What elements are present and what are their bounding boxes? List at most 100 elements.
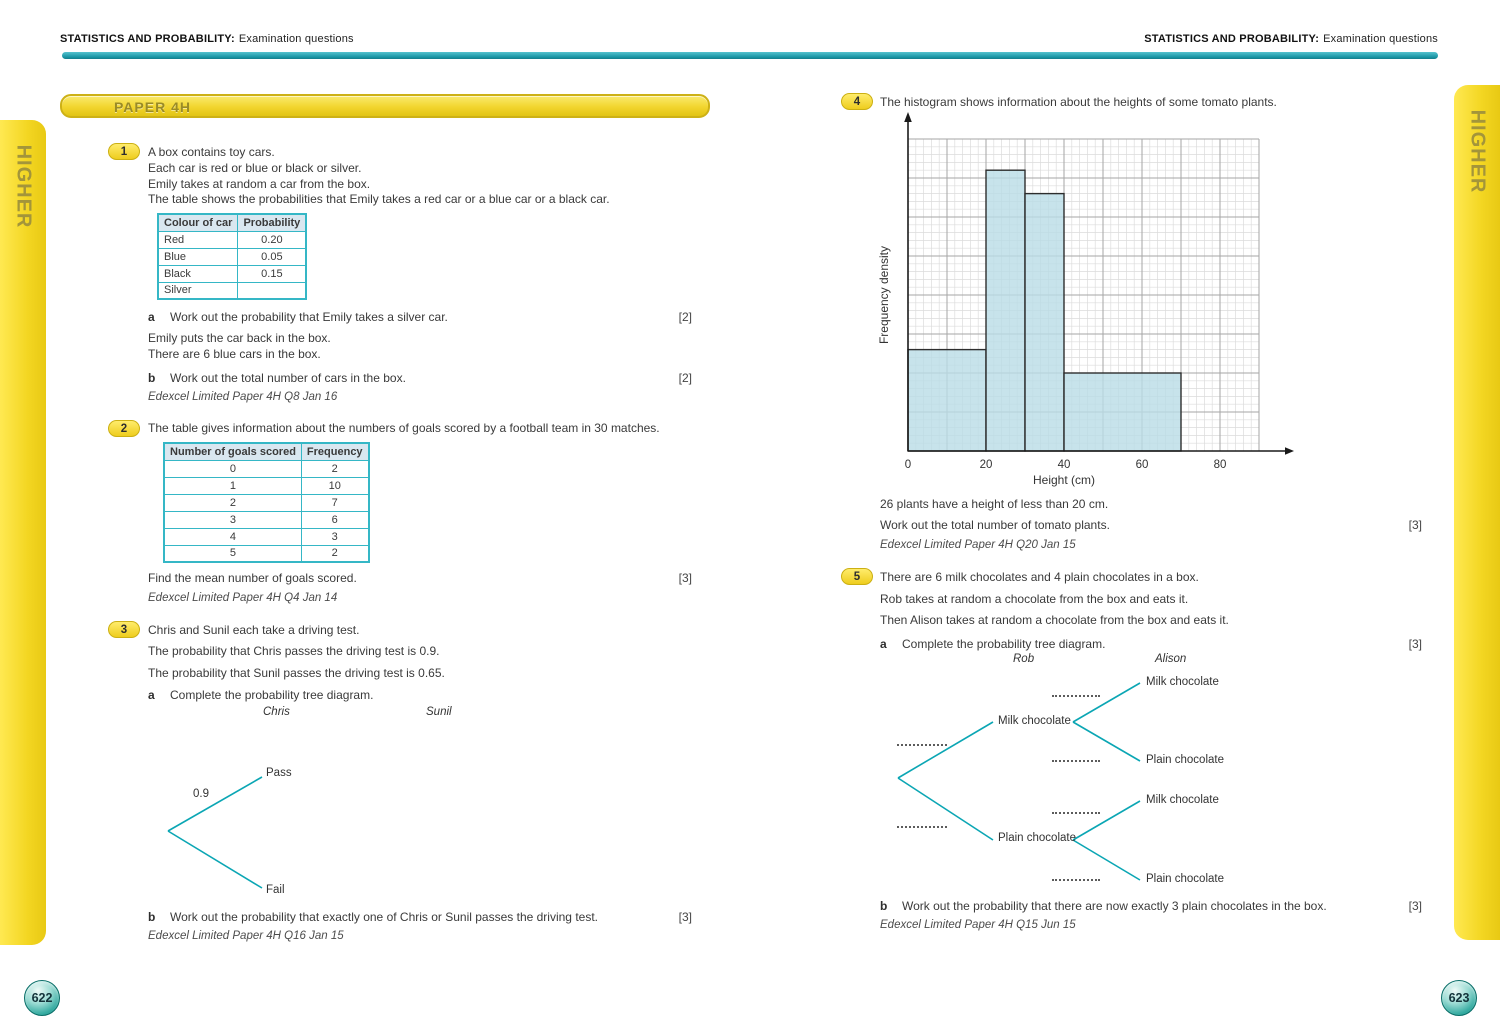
tree-branch-line (897, 777, 994, 841)
q1-cell-probability (237, 281, 307, 300)
table-row: 2 7 (163, 493, 370, 512)
q2-cell-goals: 1 (163, 476, 302, 495)
q3-tree-branch-pass: Pass (266, 767, 292, 779)
q5-part-b-marks: [3] (1408, 899, 1422, 913)
probability-placeholder-dots (897, 744, 947, 746)
question-2-badge: 2 (108, 420, 140, 437)
paper-banner-title: PAPER 4H (114, 99, 191, 115)
q5-source: Edexcel Limited Paper 4H Q15 Jun 15 (880, 919, 1076, 931)
q3-line-2: The probability that Chris passes the dr… (148, 644, 440, 658)
q2-cell-goals: 4 (163, 527, 302, 546)
q2-source: Edexcel Limited Paper 4H Q4 Jan 14 (148, 592, 338, 604)
teal-rule (62, 52, 1438, 59)
q3-part-a-letter: a (148, 688, 155, 702)
q5-part-a-letter: a (880, 637, 887, 651)
q2-task-marks: [3] (678, 571, 692, 585)
q3-part-a-text: Complete the probability tree diagram. (170, 688, 374, 702)
q2-cell-goals: 0 (163, 459, 302, 478)
q5-tree-diagram (897, 682, 1141, 881)
q5-tree-l2-plain-milk: Milk chocolate (1146, 794, 1219, 806)
q2-cell-goals: 3 (163, 510, 302, 529)
svg-text:80: 80 (1214, 459, 1227, 471)
q3-tree-prob-pass: 0.9 (193, 788, 209, 800)
q2-cell-frequency: 7 (300, 493, 370, 512)
q5-tree-l1-milk: Milk chocolate (998, 715, 1071, 727)
q1-line-1: A box contains toy cars. (148, 145, 275, 159)
q1-cell-colour: Red (157, 230, 239, 249)
q4-task: Work out the total number of tomato plan… (880, 518, 1110, 532)
running-header-right-rest: Examination questions (1323, 33, 1438, 45)
q2-intro: The table gives information about the nu… (148, 421, 660, 435)
q1-table-header-colour: Colour of car (157, 213, 239, 232)
q5-part-b-text: Work out the probability that there are … (902, 899, 1327, 913)
q5-tree-l2-plain-plain: Plain chocolate (1146, 873, 1224, 885)
svg-text:20: 20 (980, 459, 993, 471)
q1-line-4: The table shows the probabilities that E… (148, 192, 610, 206)
tree-branch-line (897, 721, 994, 779)
table-row: 0 2 (163, 459, 370, 478)
q4-note: 26 plants have a height of less than 20 … (880, 497, 1109, 511)
tree-branch-line (1072, 721, 1141, 762)
q5-part-a-marks: [3] (1408, 637, 1422, 651)
svg-text:60: 60 (1136, 459, 1149, 471)
tomato-heights-histogram: 0 20 40 60 80 Height (cm) Frequency density (877, 112, 1294, 487)
question-1-number: 1 (120, 145, 128, 158)
higher-tab-right-label: HIGHER (1466, 109, 1489, 194)
q3-line-1: Chris and Sunil each take a driving test… (148, 623, 360, 637)
q1-cell-probability: 0.20 (237, 230, 307, 249)
q1-part-a-text: Work out the probability that Emily take… (170, 310, 448, 324)
q1-table-header-probability: Probability (237, 213, 307, 232)
q5-tree-column-alison: Alison (1155, 653, 1187, 665)
svg-text:0: 0 (905, 459, 911, 471)
q5-part-a-text: Complete the probability tree diagram. (902, 637, 1106, 651)
table-row: Silver (157, 281, 307, 300)
tree-branch-line (167, 776, 263, 832)
svg-text:Frequency density: Frequency density (877, 246, 891, 344)
page-number-left: 622 (24, 980, 60, 1016)
q2-cell-frequency: 3 (300, 527, 370, 546)
question-3-badge: 3 (108, 621, 140, 638)
q1-probability-table: Colour of car Probability Red 0.20 Blue … (157, 213, 308, 300)
q1-cell-colour: Blue (157, 247, 239, 266)
q1-cell-colour: Silver (157, 281, 239, 300)
q1-part-a-marks: [2] (678, 310, 692, 324)
table-row: Blue 0.05 (157, 247, 307, 266)
svg-text:40: 40 (1058, 459, 1071, 471)
q2-cell-frequency: 6 (300, 510, 370, 529)
q3-part-b-marks: [3] (678, 910, 692, 924)
higher-tab-right: HIGHER (1454, 85, 1500, 940)
question-3-number: 3 (120, 623, 128, 636)
q5-tree-column-rob: Rob (1013, 653, 1035, 665)
page-number-right: 623 (1441, 980, 1477, 1016)
q2-frequency-table: Number of goals scored Frequency 0 2 1 1… (163, 442, 370, 563)
q4-intro: The histogram shows information about th… (880, 95, 1277, 109)
question-1-badge: 1 (108, 143, 140, 160)
table-row: 1 10 (163, 476, 370, 495)
q3-tree-column-sunil: Sunil (426, 706, 452, 718)
probability-placeholder-dots (1052, 695, 1100, 697)
q1-mid-line-1: Emily puts the car back in the box. (148, 331, 331, 345)
q3-source: Edexcel Limited Paper 4H Q16 Jan 15 (148, 930, 344, 942)
q5-line-3: Then Alison takes at random a chocolate … (880, 613, 1229, 627)
tree-branch-line (1072, 800, 1141, 841)
running-header-right: STATISTICS AND PROBABILITY: Examination q… (1144, 33, 1438, 45)
tree-branch-line (167, 830, 263, 889)
running-header-right-kicker: STATISTICS AND PROBABILITY: (1144, 33, 1320, 45)
q1-source: Edexcel Limited Paper 4H Q8 Jan 16 (148, 391, 338, 403)
question-4-number: 4 (853, 95, 861, 108)
probability-placeholder-dots (1052, 879, 1100, 881)
question-5-number: 5 (853, 570, 861, 583)
q2-cell-frequency: 10 (300, 476, 370, 495)
probability-placeholder-dots (1052, 812, 1100, 814)
q2-cell-frequency: 2 (300, 544, 370, 563)
paper-banner: PAPER 4H (60, 94, 710, 118)
probability-placeholder-dots (897, 826, 947, 828)
q5-tree-l2-milk-milk: Milk chocolate (1146, 676, 1219, 688)
q5-tree-l2-milk-plain: Plain chocolate (1146, 754, 1224, 766)
tree-branch-line (1072, 682, 1141, 723)
q1-part-b-letter: b (148, 371, 156, 385)
table-row: Red 0.20 (157, 230, 307, 249)
q2-task: Find the mean number of goals scored. (148, 571, 357, 585)
q1-part-a-letter: a (148, 310, 155, 324)
q3-tree-branch-fail: Fail (266, 884, 285, 896)
